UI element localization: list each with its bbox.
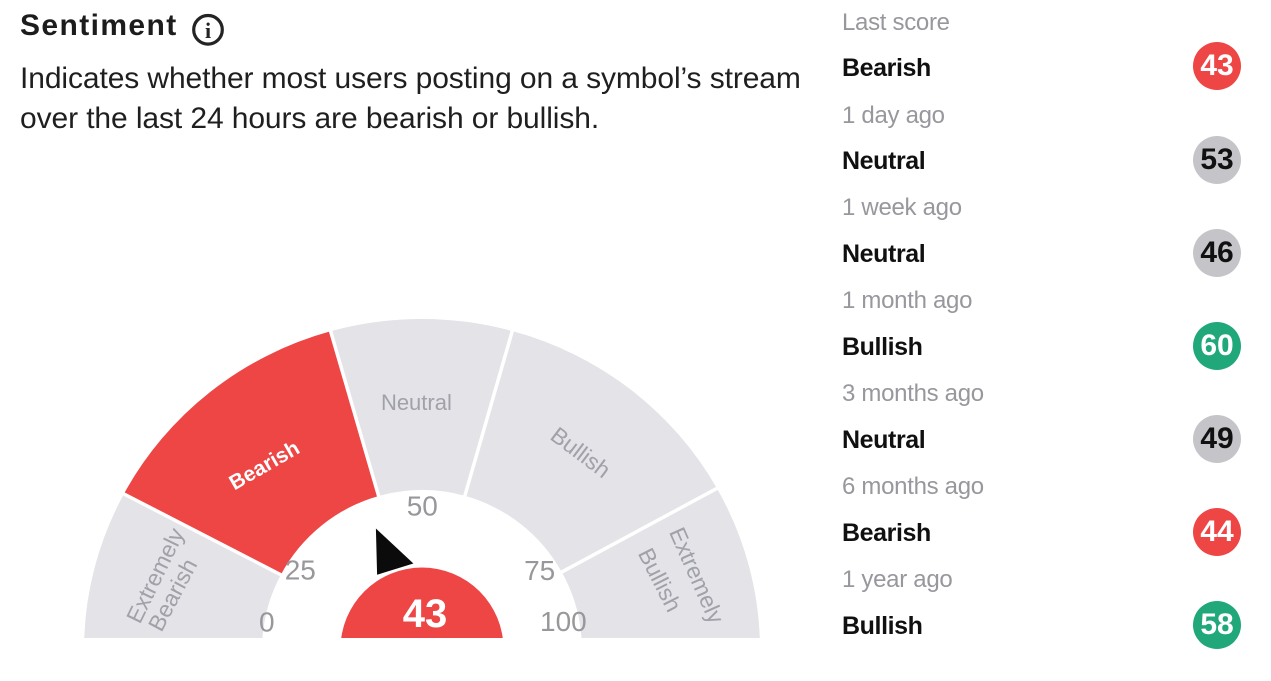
svg-text:43: 43 xyxy=(403,592,448,636)
svg-text:50: 50 xyxy=(407,491,438,522)
svg-text:i: i xyxy=(205,18,211,43)
svg-text:100: 100 xyxy=(540,606,587,637)
svg-text:25: 25 xyxy=(285,555,316,586)
svg-text:0: 0 xyxy=(259,607,275,638)
svg-text:Neutral: Neutral xyxy=(381,390,452,415)
svg-text:75: 75 xyxy=(524,555,555,586)
